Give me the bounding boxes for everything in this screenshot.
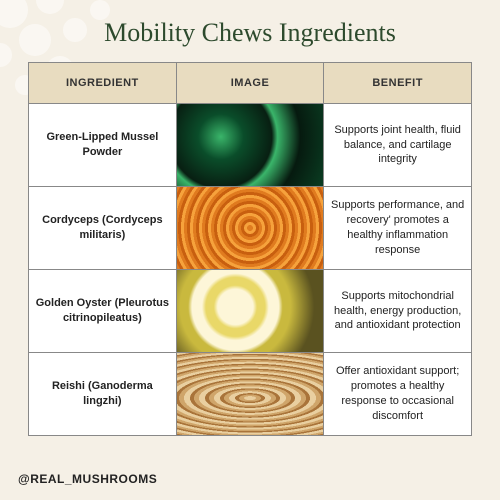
ingredient-cell: Reishi (Ganoderma lingzhi) xyxy=(29,353,177,436)
table-row: Reishi (Ganoderma lingzhi) Offer antioxid… xyxy=(29,353,472,436)
table-row: Green-Lipped Mussel Powder Supports joint… xyxy=(29,104,472,187)
page-title: Mobility Chews Ingredients xyxy=(0,0,500,62)
col-header-benefit: BENEFIT xyxy=(324,63,472,104)
reishi-image xyxy=(177,353,324,435)
cordyceps-image xyxy=(177,187,324,269)
table-header-row: INGREDIENT IMAGE BENEFIT xyxy=(29,63,472,104)
col-header-ingredient: INGREDIENT xyxy=(29,63,177,104)
ingredient-cell: Golden Oyster (Pleurotus citrinopileatus… xyxy=(29,270,177,353)
benefit-cell: Supports performance, and recovery' prom… xyxy=(324,187,472,270)
table-row: Cordyceps (Cordyceps militaris) Supports … xyxy=(29,187,472,270)
col-header-image: IMAGE xyxy=(176,63,324,104)
ingredient-cell: Cordyceps (Cordyceps militaris) xyxy=(29,187,177,270)
benefit-cell: Supports joint health, fluid balance, an… xyxy=(324,104,472,187)
benefit-cell: Offer antioxidant support; promotes a he… xyxy=(324,353,472,436)
social-handle: @REAL_MUSHROOMS xyxy=(18,472,157,486)
image-cell xyxy=(176,187,324,270)
image-cell xyxy=(176,353,324,436)
benefit-cell: Supports mitochondrial health, energy pr… xyxy=(324,270,472,353)
green-lipped-mussel-image xyxy=(177,104,324,186)
table-row: Golden Oyster (Pleurotus citrinopileatus… xyxy=(29,270,472,353)
ingredient-cell: Green-Lipped Mussel Powder xyxy=(29,104,177,187)
ingredients-table: INGREDIENT IMAGE BENEFIT Green-Lipped Mu… xyxy=(28,62,472,436)
image-cell xyxy=(176,104,324,187)
golden-oyster-image xyxy=(177,270,324,352)
image-cell xyxy=(176,270,324,353)
